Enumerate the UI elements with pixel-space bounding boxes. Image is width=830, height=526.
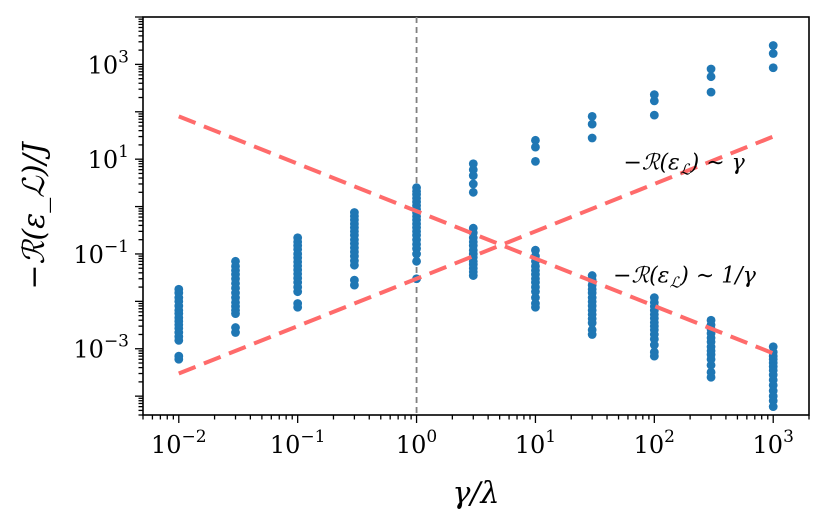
data-point: [468, 271, 478, 280]
data-point: [587, 133, 597, 143]
data-point: [649, 90, 659, 100]
data-point: [412, 256, 421, 266]
x-tick-label: 103: [753, 427, 794, 459]
annotation-gamma: −ℛ(εℒ) ∼ γ: [623, 151, 745, 179]
y-tick-label: 10−3: [73, 332, 129, 364]
data-point: [174, 354, 184, 364]
x-tick-label: 100: [396, 427, 437, 459]
data-point: [706, 72, 716, 82]
ticks-layer: 10−2 10−1 100 101 102 103 10−3 10−1 101 103: [73, 16, 810, 459]
annotation-layer: −ℛ(εℒ) ∼ γ −ℛ(εℒ) ∼ 1/γ: [613, 151, 757, 292]
data-point: [649, 110, 659, 120]
data-point: [706, 87, 716, 97]
data-point: [768, 49, 778, 58]
y-tick-label: 101: [88, 142, 129, 174]
data-point: [649, 340, 659, 350]
data-point: [531, 302, 540, 312]
data-point: [706, 64, 716, 74]
y-axis-label: −ℛ(ε_ℒ)/J: [17, 140, 52, 289]
data-point: [231, 328, 240, 337]
data-point: [531, 156, 540, 166]
data-point: [706, 360, 716, 370]
annotation-inverse-gamma: −ℛ(εℒ) ∼ 1/γ: [613, 263, 757, 291]
y-tick-label: 103: [88, 47, 129, 79]
data-point: [649, 96, 659, 106]
data-point: [768, 402, 778, 412]
x-tick-label: 10−1: [270, 427, 326, 459]
data-point: [293, 287, 303, 297]
x-axis-label: γ/λ: [452, 476, 499, 511]
plot-frame: [142, 16, 810, 416]
data-point: [349, 280, 359, 290]
data-point: [587, 111, 597, 121]
x-tick-label: 10−2: [151, 427, 207, 459]
data-point: [531, 135, 540, 145]
data-point: [468, 187, 478, 197]
x-tick-label: 102: [634, 427, 675, 459]
y-tick-label: 10−1: [73, 237, 129, 269]
points-layer: [174, 41, 778, 412]
data-point: [174, 336, 184, 345]
data-point: [706, 372, 716, 382]
data-point: [768, 63, 778, 73]
data-point: [468, 171, 478, 181]
data-point: [587, 330, 597, 339]
data-point: [649, 351, 659, 361]
data-point: [293, 302, 303, 312]
data-point: [349, 260, 359, 270]
data-point: [587, 318, 597, 328]
data-point: [412, 249, 421, 259]
x-tick-label: 101: [515, 427, 556, 459]
data-point: [587, 119, 597, 129]
data-point: [531, 142, 540, 152]
data-point: [768, 41, 778, 50]
data-point: [231, 309, 240, 319]
data-point: [468, 179, 478, 189]
